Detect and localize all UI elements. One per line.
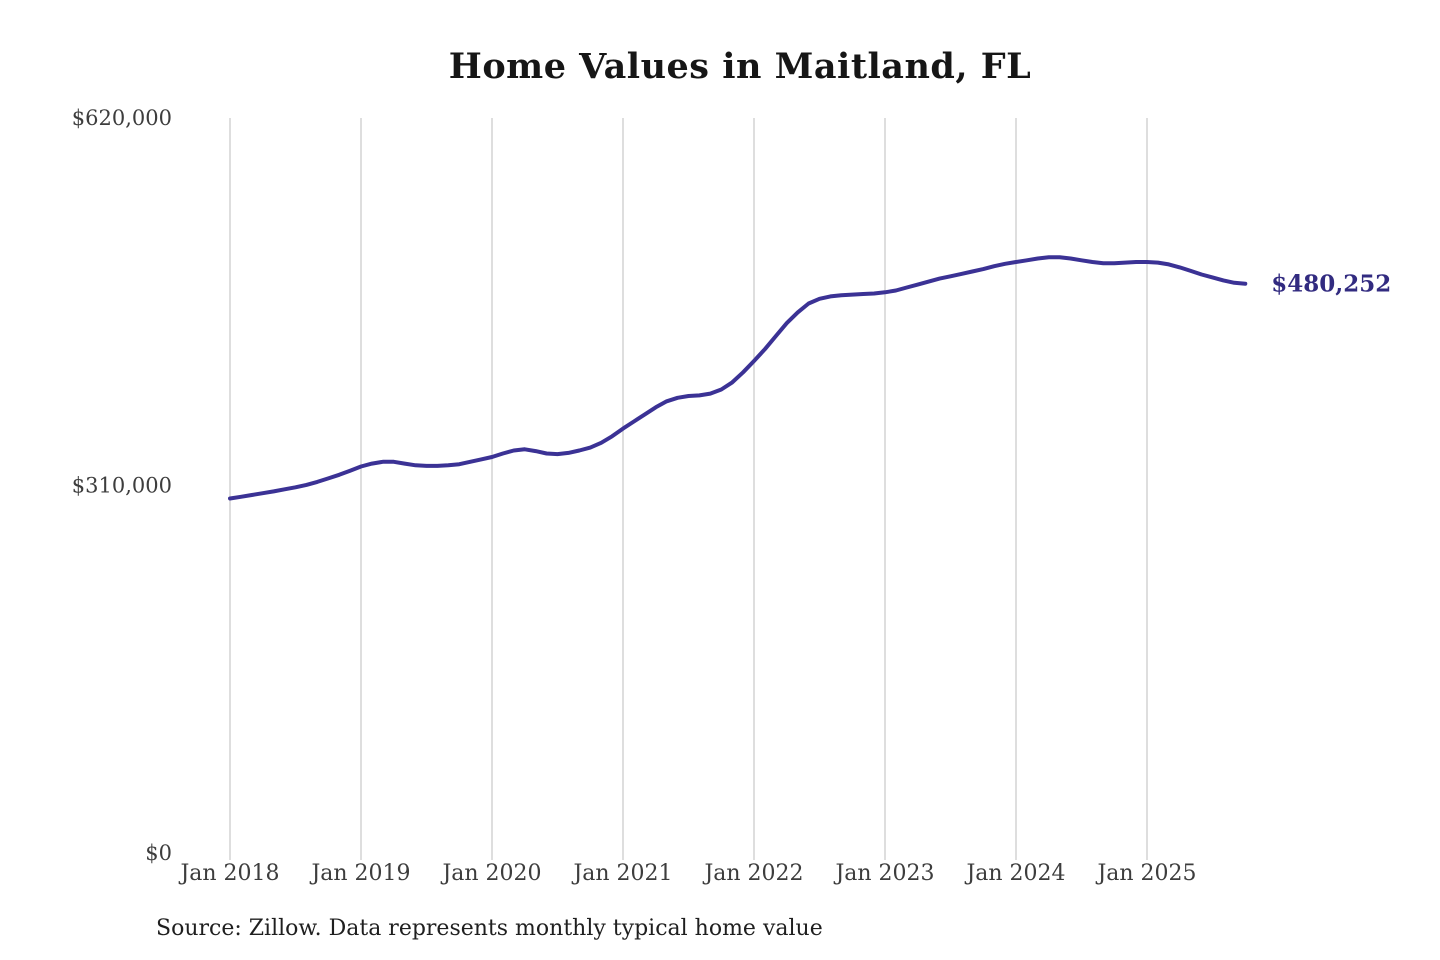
x-tick-label: Jan 2021 xyxy=(571,861,672,886)
chart-title: Home Values in Maitland, FL xyxy=(448,46,1032,87)
y-tick-label: $310,000 xyxy=(72,474,172,498)
source-note: Source: Zillow. Data represents monthly … xyxy=(156,916,823,941)
end-value-label: $480,252 xyxy=(1271,271,1391,298)
y-tick-label: $620,000 xyxy=(72,106,172,130)
x-tick-label: Jan 2022 xyxy=(702,861,803,886)
home-value-line xyxy=(228,255,1248,501)
y-tick-label: $0 xyxy=(145,841,172,865)
x-tick-label: Jan 2020 xyxy=(440,861,541,886)
x-tick-label: Jan 2025 xyxy=(1095,861,1196,886)
x-tick-label: Jan 2024 xyxy=(964,861,1065,886)
x-tick-label: Jan 2018 xyxy=(178,861,279,886)
x-tick-label: Jan 2023 xyxy=(833,861,934,886)
x-tick-label: Jan 2019 xyxy=(309,861,410,886)
